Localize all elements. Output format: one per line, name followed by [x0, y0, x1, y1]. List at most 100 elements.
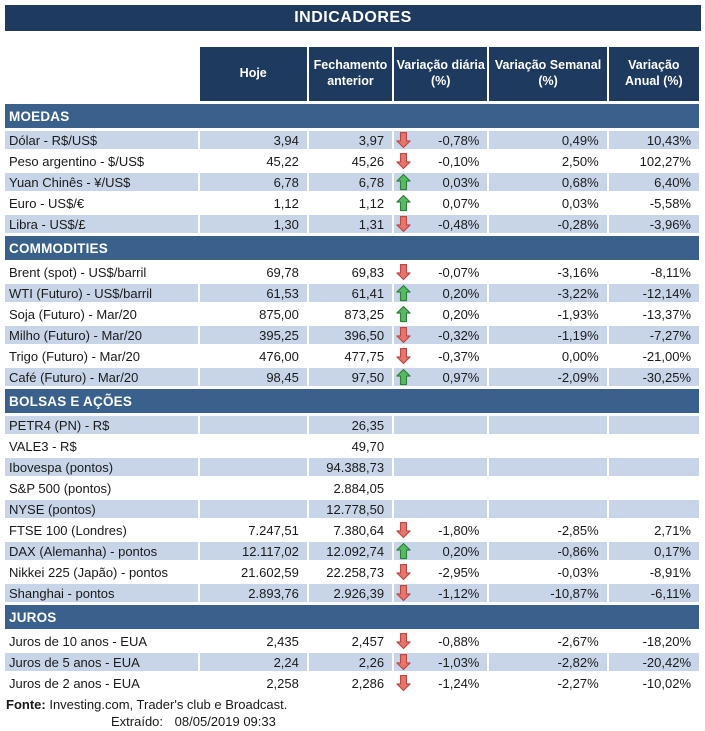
- cell-variacao-anual: 10,43%: [608, 131, 699, 149]
- table-row: Juros de 2 anos - EUA 2,258 2,286 -1,24% -2,…: [5, 674, 699, 692]
- section-title: MOEDAS: [5, 104, 699, 128]
- row-label: DAX (Alemanha) - pontos: [5, 542, 198, 560]
- cell-variacao-semanal: 0,68%: [489, 173, 607, 191]
- row-label: WTI (Futuro) - US$/barril: [5, 284, 198, 302]
- table-row: Ibovespa (pontos) 94.388,73: [5, 458, 699, 476]
- cell-variacao-anual: -13,37%: [642, 306, 691, 322]
- indicators-table: Hoje Fechamento anterior Variação diária…: [3, 44, 701, 695]
- table-row: VALE3 - R$ 49,70: [5, 437, 699, 455]
- column-header-variacao-anual: Variação Anual (%): [608, 47, 699, 101]
- cell-fechamento: 7.380,64: [333, 522, 385, 538]
- table-row: WTI (Futuro) - US$/barril 61,53 61,41 0,20%…: [5, 284, 699, 302]
- cell-hoje: 1,12: [273, 195, 299, 211]
- cell-variacao-anual: 0,17%: [608, 542, 699, 560]
- arrow-down-icon: [395, 584, 411, 602]
- cell-fechamento: 1,31: [308, 215, 393, 233]
- cell-variacao-anual: -3,96%: [608, 215, 699, 233]
- cell-variacao-diaria: [394, 479, 487, 497]
- cell-hoje: 98,45: [199, 368, 307, 386]
- arrow-down-icon: [395, 674, 411, 692]
- variacao-diaria-value: -1,12%: [438, 585, 480, 601]
- cell-hoje: 61,53: [199, 284, 307, 302]
- row-label: Milho (Futuro) - Mar/20: [5, 326, 198, 344]
- cell-fechamento: 2,457: [351, 633, 385, 649]
- cell-fechamento: 45,26: [351, 153, 385, 169]
- arrow-down-icon: [395, 263, 411, 281]
- table-row: Trigo (Futuro) - Mar/20 476,00 477,75 -0,37…: [5, 347, 699, 365]
- arrow-down-icon: [395, 563, 411, 581]
- table-row: Juros de 5 anos - EUA 2,24 2,26 -1,03% -2,82…: [5, 653, 699, 671]
- cell-variacao-semanal: [489, 416, 607, 434]
- cell-fechamento: 12.778,50: [308, 500, 393, 518]
- section-band-bolsas-e-a-es: BOLSAS E AÇÕES: [5, 389, 699, 413]
- cell-variacao-diaria: -0,78%: [394, 131, 488, 149]
- cell-variacao-diaria: [394, 458, 488, 476]
- cell-variacao-diaria: -1,03%: [394, 653, 488, 671]
- cell-fechamento: 2,286: [351, 675, 385, 691]
- cell-variacao-diaria: [394, 500, 488, 518]
- column-header-corner: [5, 47, 198, 101]
- cell-variacao-diaria: 0,20%: [394, 305, 487, 323]
- cell-fechamento: 49,70: [351, 438, 385, 454]
- cell-variacao-anual: -5,58%: [649, 195, 691, 211]
- source-label: Fonte:: [6, 697, 46, 712]
- arrow-up-icon: [395, 284, 411, 302]
- row-label: FTSE 100 (Londres): [9, 522, 127, 538]
- cell-fechamento: 396,50: [308, 326, 393, 344]
- variacao-diaria-value: -0,37%: [438, 348, 480, 364]
- variacao-diaria-value: -0,07%: [438, 264, 480, 280]
- report-title-bar: INDICADORES: [5, 5, 701, 31]
- cell-variacao-anual: -8,11%: [650, 264, 691, 280]
- row-label: Juros de 5 anos - EUA: [5, 653, 198, 671]
- cell-hoje: [199, 458, 307, 476]
- cell-hoje: 2.893,76: [199, 584, 307, 602]
- source-line: Fonte: Investing.com, Trader's club e Br…: [6, 697, 701, 714]
- cell-variacao-diaria: -0,32%: [394, 326, 488, 344]
- cell-variacao-diaria: 0,97%: [394, 368, 488, 386]
- arrow-up-icon: [395, 542, 411, 560]
- report-footer: Fonte: Investing.com, Trader's club e Br…: [5, 697, 701, 731]
- arrow-down-icon: [395, 215, 411, 233]
- row-label: Nikkei 225 (Japão) - pontos: [9, 564, 168, 580]
- row-label: S&P 500 (pontos): [9, 480, 112, 496]
- cell-fechamento: 6,78: [308, 173, 393, 191]
- cell-variacao-semanal: [489, 437, 606, 455]
- cell-hoje: 2,24: [199, 653, 307, 671]
- row-label: Café (Futuro) - Mar/20: [5, 368, 198, 386]
- cell-variacao-diaria: -0,07%: [394, 263, 487, 281]
- cell-variacao-anual: [608, 500, 699, 518]
- cell-variacao-semanal: 2,50%: [561, 153, 599, 169]
- table-row: Nikkei 225 (Japão) - pontos 21.602,59 22.2…: [5, 563, 699, 581]
- table-row: Peso argentino - $/US$ 45,22 45,26 -0,10% 2,…: [5, 152, 699, 170]
- section-band-moedas: MOEDAS: [5, 104, 699, 128]
- variacao-diaria-value: -1,24%: [438, 675, 480, 691]
- row-label: Euro - US$/€: [9, 195, 85, 211]
- variacao-diaria-value: 0,20%: [442, 285, 480, 301]
- cell-hoje: 476,00: [259, 348, 299, 364]
- cell-variacao-anual: [609, 437, 699, 455]
- section-band-juros: JUROS: [5, 605, 699, 629]
- cell-fechamento: 94.388,73: [308, 458, 393, 476]
- cell-variacao-anual: -10,02%: [642, 675, 691, 691]
- cell-variacao-semanal: [489, 458, 607, 476]
- table-row: Libra - US$/£ 1,30 1,31 -0,48% -0,28% -3,96%: [5, 215, 699, 233]
- section-title: BOLSAS E AÇÕES: [5, 389, 699, 413]
- cell-variacao-semanal: -0,03%: [557, 564, 599, 580]
- arrow-down-icon: [395, 632, 411, 650]
- cell-variacao-anual: -21,00%: [642, 348, 691, 364]
- table-row: FTSE 100 (Londres) 7.247,51 7.380,64 -1,80%…: [5, 521, 699, 539]
- variacao-diaria-value: -0,32%: [438, 327, 480, 343]
- cell-fechamento: 477,75: [344, 348, 385, 364]
- table-row: Brent (spot) - US$/barril 69,78 69,83 -0,07…: [5, 263, 699, 281]
- arrow-down-icon: [395, 347, 411, 365]
- cell-fechamento: 12.092,74: [308, 542, 393, 560]
- column-header-row: Hoje Fechamento anterior Variação diária…: [5, 47, 699, 101]
- cell-hoje: 2,258: [266, 675, 299, 691]
- section-title: JUROS: [5, 605, 699, 629]
- cell-hoje: 2,435: [266, 633, 299, 649]
- extracted-timestamp: 08/05/2019 09:33: [174, 713, 276, 729]
- cell-fechamento: 97,50: [308, 368, 393, 386]
- cell-fechamento: 873,25: [344, 306, 385, 322]
- cell-variacao-diaria: -1,12%: [394, 584, 488, 602]
- variacao-diaria-value: 0,20%: [442, 543, 480, 559]
